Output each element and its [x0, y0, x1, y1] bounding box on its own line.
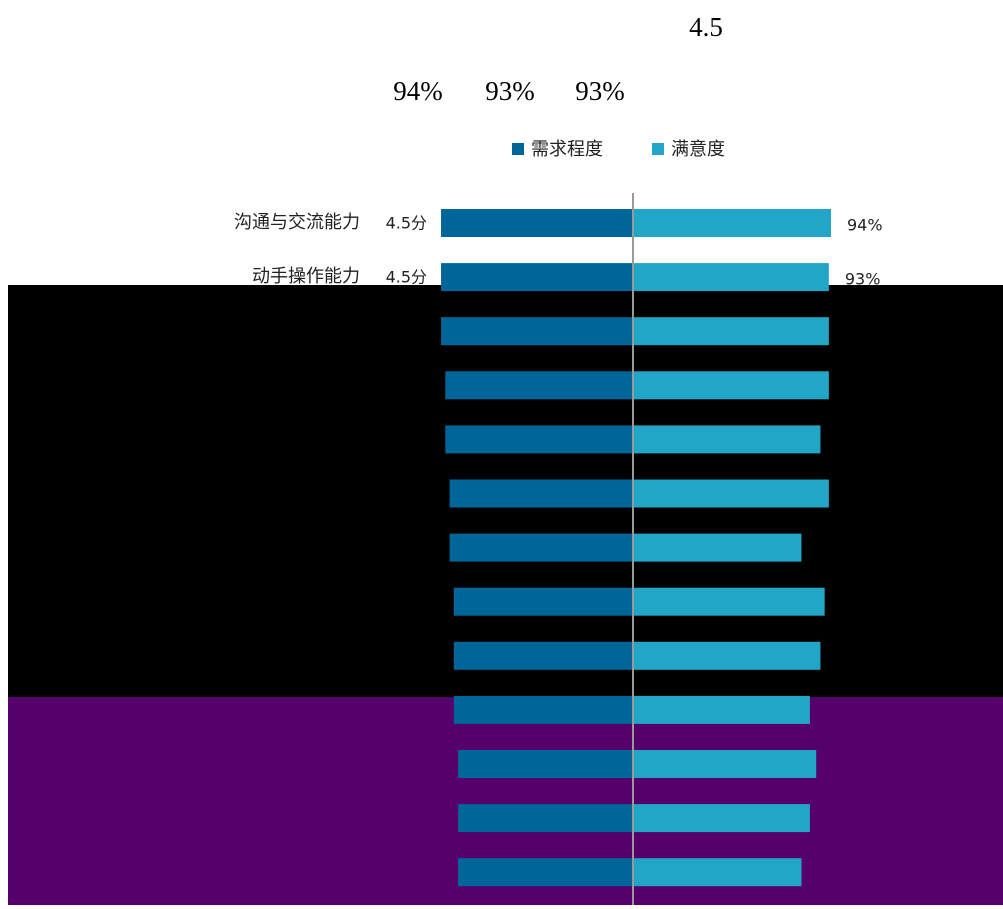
- bar: [633, 750, 817, 778]
- bar: [453, 641, 633, 670]
- bar: [633, 804, 810, 833]
- bar: [633, 858, 802, 887]
- value-label: 94%: [847, 216, 883, 235]
- bar: [449, 533, 633, 562]
- glitch-overlay: [808, 697, 1003, 705]
- bar: [445, 371, 633, 400]
- bar: [633, 425, 821, 454]
- bar: [449, 479, 633, 508]
- value-label: 4.5分: [386, 214, 427, 233]
- bar: [441, 317, 633, 346]
- bar: [633, 263, 829, 292]
- legend-label: 需求程度: [531, 139, 603, 160]
- bar: [633, 641, 821, 670]
- bar: [441, 263, 633, 292]
- bar: [458, 858, 633, 887]
- value-label: 4.5分: [386, 268, 427, 287]
- bar: [441, 209, 633, 237]
- category-label: 动手操作能力: [252, 266, 360, 287]
- annotation: 93%: [485, 76, 535, 106]
- bar: [633, 371, 829, 400]
- bar: [453, 695, 633, 724]
- bar: [458, 804, 633, 833]
- annotation: 93%: [575, 76, 625, 106]
- bar: [453, 587, 633, 616]
- legend-label: 满意度: [671, 139, 725, 160]
- category-label: 沟通与交流能力: [234, 212, 360, 233]
- annotation: 94%: [393, 76, 443, 106]
- bar: [633, 209, 831, 237]
- bar: [445, 425, 633, 454]
- value-label: 93%: [845, 270, 881, 289]
- bar: [458, 750, 633, 778]
- legend-swatch: [652, 143, 664, 155]
- bar: [633, 533, 802, 562]
- bar: [633, 479, 829, 508]
- annotation: 4.5: [689, 12, 723, 42]
- bar: [633, 695, 810, 724]
- bar: [633, 587, 825, 616]
- bar: [633, 317, 829, 346]
- legend-swatch: [512, 143, 524, 155]
